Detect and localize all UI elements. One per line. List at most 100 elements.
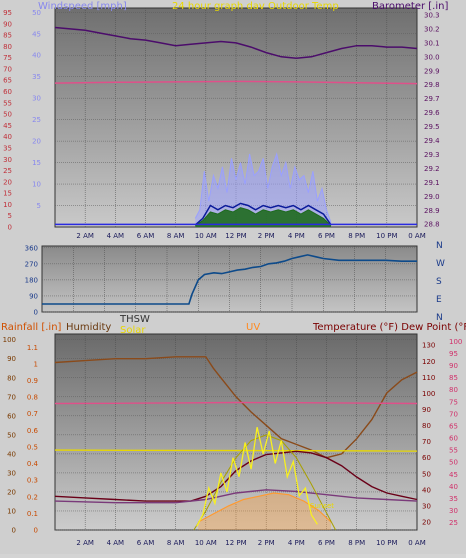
top-header-barometer: Barometer [.in] bbox=[372, 1, 448, 12]
tick-rain: 0.2 bbox=[27, 493, 38, 501]
tick-temperature: 120 bbox=[422, 358, 435, 366]
tick-hour-bottom: 4 PM bbox=[288, 539, 305, 547]
series-yellow_line bbox=[54, 449, 418, 452]
tick-dewpoint: 75 bbox=[449, 398, 458, 406]
tick-dewpoint: 55 bbox=[449, 447, 458, 455]
tick-hour-bottom: 4 AM bbox=[107, 539, 125, 547]
tick-hour-bottom: 2 AM bbox=[76, 539, 94, 547]
tick-dewpoint: 100 bbox=[449, 338, 462, 346]
tick-humidity: 10 bbox=[7, 507, 16, 515]
tick-hour-bottom: 2 PM bbox=[258, 539, 275, 547]
tick-rain: 0.7 bbox=[27, 410, 38, 418]
tick-humidity: 60 bbox=[7, 412, 16, 420]
tick-hour-top: 2 AM bbox=[76, 232, 94, 240]
tick-wind-outer: 5 bbox=[8, 212, 12, 220]
tick-temperature: 20 bbox=[422, 518, 431, 526]
series-thsw bbox=[198, 492, 332, 523]
tick-rain: 0.3 bbox=[27, 477, 38, 485]
tick-hour-top: 6 AM bbox=[137, 232, 155, 240]
tick-wind-inner: 30 bbox=[32, 95, 41, 103]
tick-temperature: 30 bbox=[422, 502, 431, 510]
tick-hour-bottom: 0 AM bbox=[408, 539, 426, 547]
tick-barometer: 29.4 bbox=[424, 137, 440, 145]
series-wind_green-fill bbox=[195, 207, 331, 227]
tick-wind-outer: 40 bbox=[3, 133, 12, 141]
tick-wind-outer: 70 bbox=[3, 65, 12, 73]
tick-temperature: 90 bbox=[422, 406, 431, 414]
tick-direction: 180 bbox=[25, 276, 38, 284]
tick-wind-inner: 40 bbox=[32, 52, 41, 60]
tick-humidity: 0 bbox=[12, 527, 16, 535]
tick-temperature: 70 bbox=[422, 438, 431, 446]
label-rainfall: Rainfall [.in] bbox=[1, 322, 62, 333]
tick-hour-bottom: 6 PM bbox=[318, 539, 335, 547]
tick-temperature: 130 bbox=[422, 342, 435, 350]
tick-wind-outer: 0 bbox=[8, 224, 12, 232]
tick-temperature: 40 bbox=[422, 486, 431, 494]
tick-barometer: 29.9 bbox=[424, 67, 440, 75]
tick-temperature: 60 bbox=[422, 454, 431, 462]
tick-barometer: 29.3 bbox=[424, 151, 440, 159]
tick-humidity: 30 bbox=[7, 469, 16, 477]
tick-barometer: 30.1 bbox=[424, 39, 440, 47]
tick-compass: E bbox=[436, 295, 442, 305]
tick-hour-top: 2 PM bbox=[258, 232, 275, 240]
tick-temperature: 110 bbox=[422, 374, 435, 382]
top-header-wind: Windspeed [mph] bbox=[38, 1, 127, 12]
tick-direction: 360 bbox=[25, 244, 38, 252]
tick-dewpoint: 80 bbox=[449, 386, 458, 394]
tick-humidity: 70 bbox=[7, 393, 16, 401]
series-solar_curve bbox=[193, 434, 337, 531]
tick-humidity: 20 bbox=[7, 488, 16, 496]
tick-wind-outer: 10 bbox=[3, 201, 12, 209]
tick-humidity: 40 bbox=[7, 450, 16, 458]
series-humidity bbox=[54, 356, 418, 459]
tick-wind-outer: 55 bbox=[3, 99, 12, 107]
tick-wind-inner: 35 bbox=[32, 73, 41, 81]
tick-rain: 0.4 bbox=[27, 460, 39, 468]
top-header-center: 24 hour graph dav Outdoor Temp bbox=[172, 1, 339, 12]
tick-hour-bottom: 6 AM bbox=[137, 539, 155, 547]
tick-rain: 1 bbox=[34, 360, 38, 368]
tick-hour-bottom: 10 AM bbox=[195, 539, 217, 547]
tick-temperature: 50 bbox=[422, 470, 431, 478]
tick-temperature: 100 bbox=[422, 390, 435, 398]
axis-labels: 0510152025303540455055606570758085909551… bbox=[3, 9, 463, 547]
tick-wind-outer: 85 bbox=[3, 32, 12, 40]
tick-hour-bottom: 12 PM bbox=[225, 539, 246, 547]
tick-barometer: 29.8 bbox=[424, 81, 440, 89]
tick-wind-inner: 15 bbox=[32, 159, 41, 167]
tick-wind-inner: 20 bbox=[32, 138, 41, 146]
tick-hour-top: 0 AM bbox=[408, 232, 426, 240]
label-thsw: THSW bbox=[119, 314, 150, 325]
tick-hour-top: 6 PM bbox=[318, 232, 335, 240]
tick-dewpoint: 60 bbox=[449, 435, 458, 443]
series-wind_avg bbox=[194, 202, 332, 226]
tick-hour-top: 8 AM bbox=[167, 232, 185, 240]
tick-hour-bottom: 8 PM bbox=[348, 539, 365, 547]
tick-wind-outer: 30 bbox=[3, 156, 12, 164]
series-pink_ref bbox=[54, 80, 418, 85]
tick-barometer: 30.3 bbox=[424, 11, 440, 19]
tick-wind-outer: 90 bbox=[3, 20, 12, 28]
tick-hour-bottom: 10 PM bbox=[376, 539, 397, 547]
series-dew_point bbox=[54, 489, 418, 504]
tick-wind-outer: 50 bbox=[3, 111, 12, 119]
series-solar bbox=[196, 427, 318, 527]
tick-wind-inner: 45 bbox=[32, 30, 41, 38]
series-wind_green bbox=[195, 207, 332, 227]
tick-hour-top: 12 PM bbox=[225, 232, 246, 240]
tick-dewpoint: 45 bbox=[449, 471, 458, 479]
tick-direction: 90 bbox=[29, 292, 38, 300]
tick-barometer: 28.9 bbox=[424, 207, 440, 215]
tick-barometer: 29.5 bbox=[424, 123, 440, 131]
series-wind_dir bbox=[42, 254, 417, 305]
label-uv: UV bbox=[246, 322, 260, 333]
tick-dewpoint: 30 bbox=[449, 507, 458, 515]
tick-wind-outer: 25 bbox=[3, 167, 12, 175]
tick-wind-outer: 15 bbox=[3, 190, 12, 198]
tick-rain: 0.6 bbox=[27, 427, 39, 435]
tick-direction: 270 bbox=[25, 260, 38, 268]
